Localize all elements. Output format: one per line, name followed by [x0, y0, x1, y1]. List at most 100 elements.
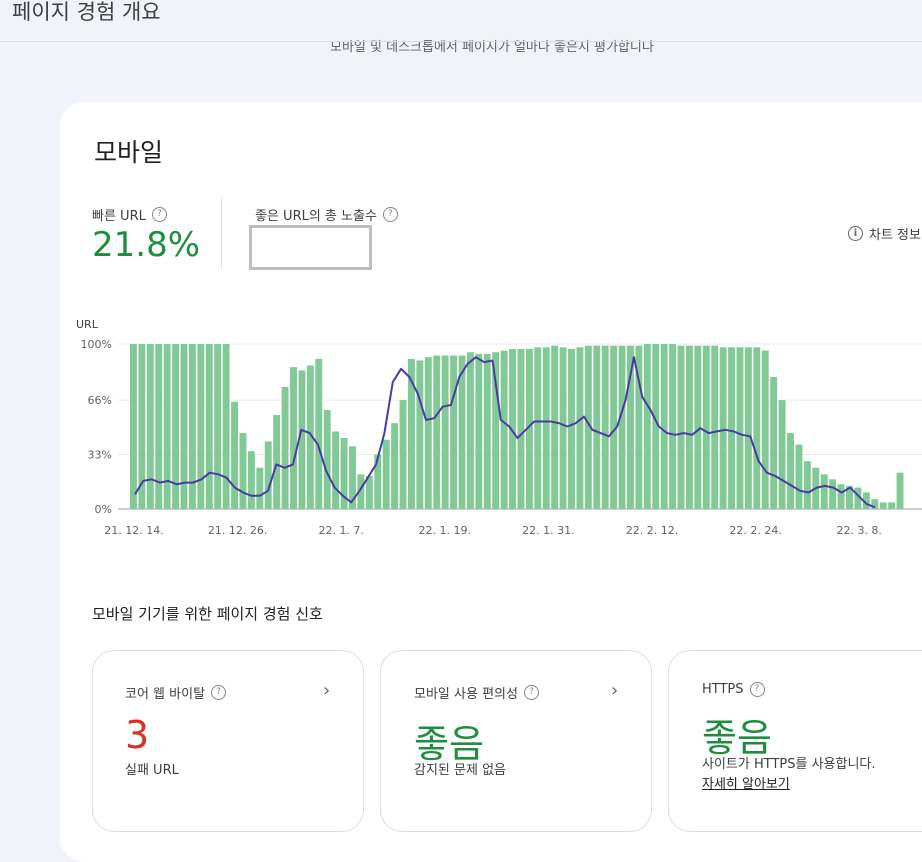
- chart-bar: [761, 350, 769, 509]
- chart-bar: [778, 400, 786, 509]
- help-icon[interactable]: ?: [382, 207, 398, 222]
- help-icon[interactable]: ?: [151, 207, 167, 222]
- https-label: HTTPS: [702, 682, 744, 697]
- chart-bar: [576, 347, 584, 509]
- cwv-desc: 실패 URL: [125, 763, 179, 778]
- core-web-vitals-card[interactable]: 코어 웹 바이탈 ? › 3 실패 URL: [92, 650, 364, 832]
- chart-bar: [879, 502, 887, 509]
- mobile-card-title: 모바일: [94, 138, 164, 167]
- chart-bar: [332, 431, 340, 509]
- x-tick-label: 21. 12. 14.: [104, 524, 163, 537]
- chart-bar: [888, 502, 896, 509]
- chart-bar: [829, 479, 837, 509]
- https-card[interactable]: HTTPS ? 좋음 사이트가 HTTPS를 사용합니다. 자세히 알아보기: [668, 650, 922, 832]
- chart-bar: [130, 344, 137, 509]
- chart-bar: [551, 345, 559, 509]
- chart-bar: [803, 461, 811, 509]
- y-tick-label: 100%: [81, 338, 112, 351]
- chart-bar: [500, 350, 508, 509]
- y-tick-label: 66%: [88, 394, 112, 407]
- chart-bar: [374, 454, 382, 509]
- chart-bar: [542, 347, 550, 509]
- chart-bar: [610, 345, 618, 509]
- chart-bar: [534, 347, 542, 509]
- chart-bar: [391, 423, 399, 509]
- chart-bar: [584, 345, 592, 509]
- chart-bar: [820, 474, 828, 509]
- chart-bar: [281, 386, 289, 509]
- page-subtitle: 모바일 및 데스크톱에서 페이지가 얼마나 좋은지 평가합니다: [330, 40, 654, 55]
- signals-section-title: 모바일 기기를 위한 페이지 경험 신호: [92, 605, 323, 623]
- x-tick-label: 22. 1. 31.: [522, 524, 574, 537]
- chart-bar: [273, 414, 281, 509]
- usability-desc: 감지된 문제 없음: [414, 763, 506, 778]
- chart-bar: [290, 367, 297, 509]
- chart-bar: [441, 355, 449, 509]
- chart-bar: [846, 485, 853, 509]
- https-desc: 사이트가 HTTPS를 사용합니다.: [702, 757, 876, 772]
- chart-bar: [155, 344, 163, 509]
- chart-info-label: 차트 정보: [869, 228, 921, 243]
- chart-bar: [669, 344, 677, 509]
- help-icon[interactable]: ?: [523, 685, 539, 700]
- y-tick-label: 0%: [95, 503, 112, 516]
- chart-bar: [214, 344, 222, 509]
- chart-bar: [593, 345, 601, 509]
- x-tick-label: 22. 1. 19.: [419, 524, 471, 537]
- chart-bar: [568, 348, 575, 509]
- chart-bar: [736, 347, 744, 509]
- chart-bar: [618, 345, 626, 509]
- chart-bar: [711, 345, 719, 509]
- x-tick-label: 22. 2. 24.: [729, 524, 781, 537]
- chart-bar: [635, 345, 643, 509]
- chart-bar: [458, 355, 466, 509]
- chart-bar: [466, 352, 474, 509]
- chart-bar: [517, 348, 525, 509]
- cwv-value: 3: [125, 713, 150, 757]
- info-icon: i: [848, 226, 863, 241]
- chart-bar: [433, 355, 441, 509]
- impressions-label: 좋은 URL의 총 노출수: [255, 209, 377, 224]
- chart-bar: [854, 487, 862, 509]
- chart-bar: [795, 444, 803, 509]
- chart-bar: [349, 446, 356, 509]
- help-icon[interactable]: ?: [211, 685, 227, 700]
- metric-divider: [221, 197, 222, 269]
- cwv-label: 코어 웹 바이탈: [125, 687, 206, 702]
- x-tick-label: 22. 3. 8.: [836, 524, 881, 537]
- chart-bar: [315, 358, 323, 509]
- chevron-right-icon[interactable]: ›: [611, 680, 619, 701]
- chart-bar: [787, 433, 794, 509]
- chevron-right-icon[interactable]: ›: [323, 680, 331, 701]
- fast-url-chart: 0% 33% 66% 100% URL 21. 12. 14. 21. 12. 26. 22.…: [76, 318, 922, 537]
- learn-more-link[interactable]: 자세히 알아보기: [702, 777, 790, 792]
- chart-bar: [399, 400, 407, 509]
- mobile-usability-card[interactable]: 모바일 사용 편의성 ? › 좋음 감지된 문제 없음: [380, 650, 652, 832]
- y-axis-label: URL: [76, 318, 99, 331]
- chart-bar: [559, 347, 567, 509]
- fast-url-label: 빠른 URL: [92, 209, 146, 224]
- chart-bar: [896, 472, 904, 509]
- cwv-label-row: 코어 웹 바이탈 ?: [125, 683, 227, 702]
- usability-label: 모바일 사용 편의성: [414, 687, 518, 702]
- chart-bar: [172, 344, 180, 509]
- help-icon[interactable]: ?: [749, 682, 765, 697]
- y-tick-label: 33%: [88, 449, 112, 462]
- chart-bar: [483, 353, 491, 509]
- x-tick-label: 22. 1. 7.: [318, 524, 363, 537]
- https-label-row: HTTPS ?: [702, 682, 765, 697]
- chart-bar: [222, 344, 230, 509]
- impressions-value-placeholder: [249, 225, 372, 270]
- chart-bar: [677, 345, 685, 509]
- chart-bar: [416, 360, 424, 509]
- usability-label-row: 모바일 사용 편의성 ?: [414, 683, 539, 702]
- chart-bar: [753, 347, 761, 509]
- chart-bar: [340, 438, 348, 509]
- chart-bar: [231, 401, 238, 509]
- chart-info-button[interactable]: i 차트 정보: [848, 224, 921, 243]
- page-title: 페이지 경험 개요: [12, 0, 161, 24]
- chart-bar: [652, 344, 660, 509]
- chart-bar: [205, 344, 213, 509]
- fast-url-value: 21.8%: [92, 225, 201, 265]
- chart-bar: [306, 365, 314, 509]
